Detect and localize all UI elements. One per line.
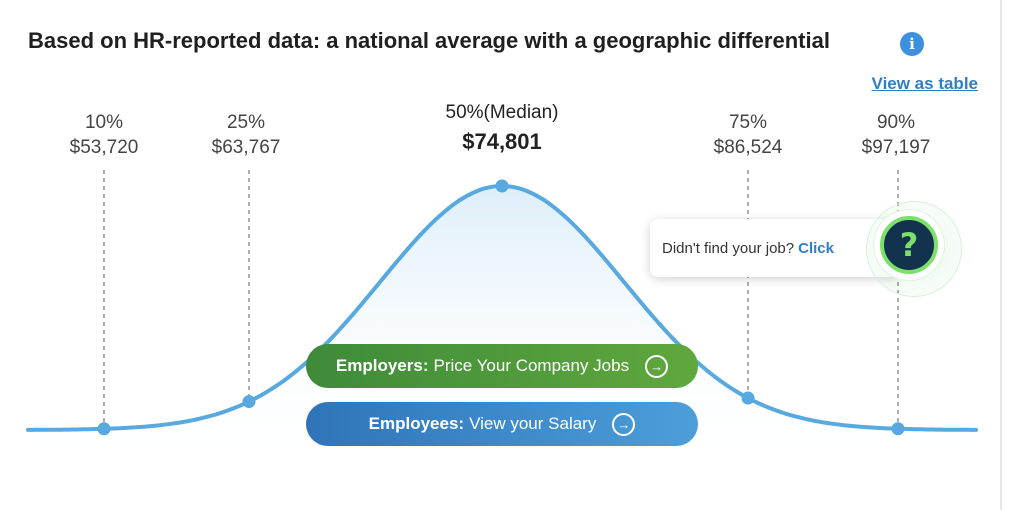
percentile-label-10: 10% $53,720 <box>34 110 174 160</box>
percentile-label: 90% <box>876 112 916 133</box>
percentile-label-25: 25% $63,767 <box>176 110 316 160</box>
page-edge-divider <box>1000 0 1002 510</box>
help-text: Didn't find your job? <box>662 239 795 257</box>
percentile-point <box>242 395 256 409</box>
curve-area <box>28 186 978 470</box>
percentile-label-90: 90% $97,197 <box>826 110 966 160</box>
employers-label: Employers: <box>335 356 429 375</box>
employers-price-jobs-button[interactable]: Employers: Price Your Company Jobs → <box>306 344 698 388</box>
arrow-right-circle-icon: → <box>612 412 636 436</box>
percentile-label: 10% <box>84 112 124 133</box>
percentile-point <box>891 422 905 436</box>
question-mark-icon: ? <box>880 216 938 274</box>
percentile-label-median: 50%(Median) $74,801 <box>402 100 602 154</box>
employees-text: View your Salary <box>469 414 597 433</box>
chart-title: Based on HR-reported data: a national av… <box>28 28 830 53</box>
percentile-salary: $63,767 <box>211 137 281 158</box>
arrow-right-circle-icon: → <box>645 354 669 378</box>
info-icon[interactable]: i <box>900 32 924 56</box>
percentile-label: 50%(Median) <box>445 102 559 123</box>
employees-view-salary-button[interactable]: Employees: View your Salary → <box>306 402 698 446</box>
percentile-label: 25% <box>226 112 266 133</box>
view-as-table-link[interactable]: View as table <box>871 74 978 93</box>
percentile-salary: $74,801 <box>462 129 542 154</box>
percentile-salary: $86,524 <box>713 137 783 158</box>
employees-label: Employees: <box>368 414 465 433</box>
percentile-salary: $53,720 <box>69 137 139 158</box>
percentile-point <box>741 391 755 405</box>
help-click-link[interactable]: Click <box>798 239 834 257</box>
help-card[interactable]: Didn't find your job? Click <box>650 219 900 277</box>
percentile-label-75: 75% $86,524 <box>678 110 818 160</box>
employers-text: Price Your Company Jobs <box>433 356 630 375</box>
percentile-point <box>495 179 509 193</box>
percentile-point <box>97 422 111 436</box>
percentile-points <box>97 179 905 436</box>
percentile-label: 75% <box>728 112 768 133</box>
help-button[interactable]: ? <box>874 210 944 280</box>
percentile-salary: $97,197 <box>861 137 931 158</box>
